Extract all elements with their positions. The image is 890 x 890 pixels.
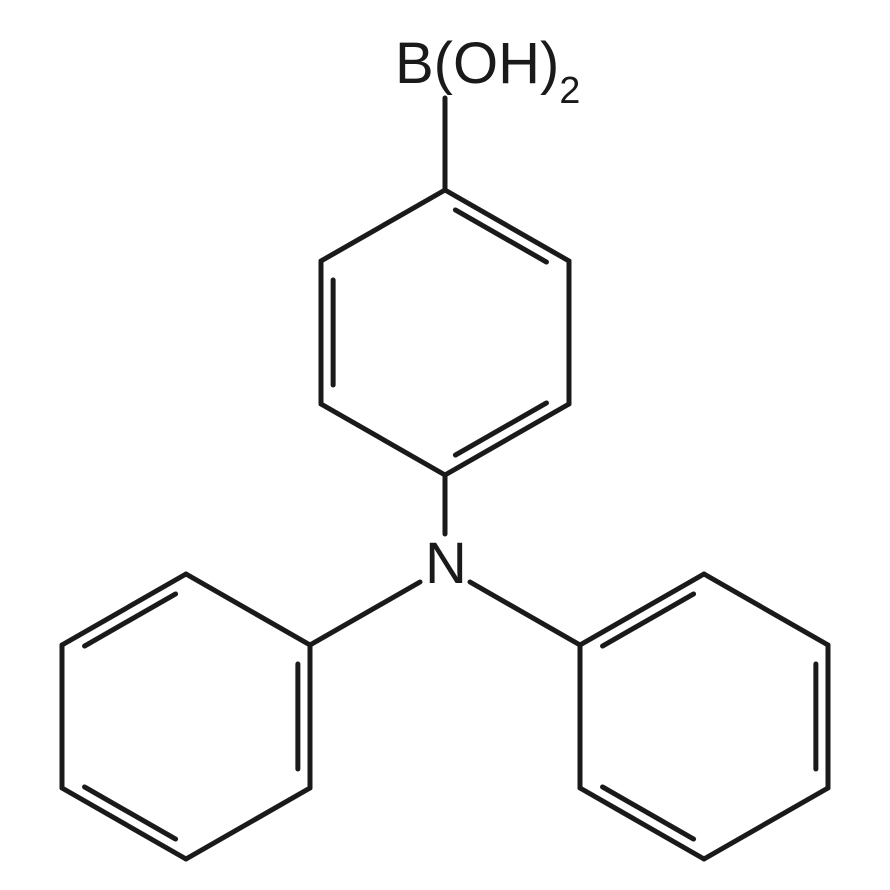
nitrogen-text: N xyxy=(425,531,467,596)
structure-svg xyxy=(0,0,890,890)
boronic-main: B(OH) xyxy=(395,31,559,96)
chemical-structure-canvas: B(OH)2 N xyxy=(0,0,890,890)
boronic-acid-label: B(OH)2 xyxy=(395,30,580,105)
boronic-sub: 2 xyxy=(559,69,580,111)
bonds-group xyxy=(62,98,828,859)
nitrogen-label: N xyxy=(425,530,467,597)
